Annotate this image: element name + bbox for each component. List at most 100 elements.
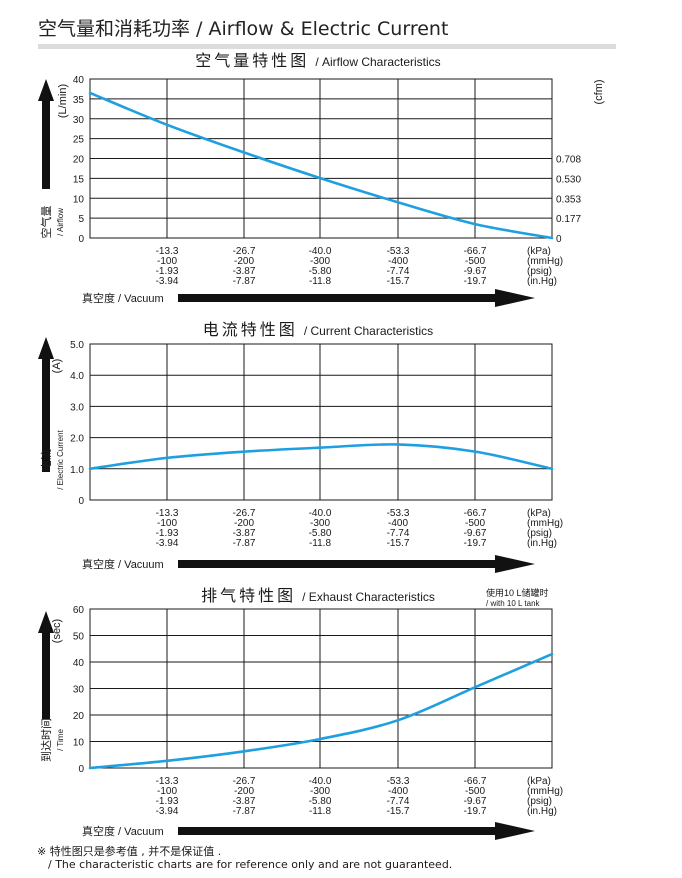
chart-2: 电流特性图 / Current Characteristics 5.0 4.0 3.0 2… — [38, 321, 563, 573]
x-tick-label: -15.7 — [387, 276, 410, 287]
x-tick-label: -13.3 — [156, 776, 179, 787]
x-tick-label: -500 — [465, 256, 485, 267]
y-label-en: / Time — [56, 729, 65, 751]
x-axis-arrow — [178, 822, 535, 840]
series-line — [88, 443, 554, 471]
x-tick-label: -7.74 — [387, 796, 410, 807]
x-tick-label: -40.0 — [309, 246, 332, 257]
plot-frame — [89, 608, 553, 769]
page-title: 空气量和消耗功率 / Airflow & Electric Current — [38, 18, 449, 40]
y-axis-arrow — [38, 79, 54, 189]
x-tick-label: -400 — [388, 786, 408, 797]
y-tick-label: 0 — [78, 496, 84, 507]
y-axis-arrow — [38, 611, 54, 719]
x-tick-label: -5.80 — [309, 266, 332, 277]
x-tick-label: -9.67 — [464, 266, 487, 277]
chart-title: 电流特性图 / Current Characteristics — [203, 321, 433, 339]
y2-tick-label: 0.708 — [556, 154, 581, 165]
x-tick-label: -500 — [465, 518, 485, 529]
y-label-cn: 电流 — [39, 449, 53, 471]
y-tick-label: 0 — [78, 764, 84, 775]
chart-note-en: / with 10 L tank — [486, 599, 541, 608]
y2-tick-label: 0 — [556, 234, 562, 245]
x-tick-label: -7.74 — [387, 266, 410, 277]
x-unit-label: (kPa) — [527, 776, 551, 787]
x-tick-label: -26.7 — [233, 508, 256, 519]
x-unit-label: (kPa) — [527, 246, 551, 257]
x-tick-label: -9.67 — [464, 528, 487, 539]
x-tick-label: -53.3 — [387, 246, 410, 257]
x-tick-label: -26.7 — [233, 776, 256, 787]
y-tick-label: 40 — [73, 658, 85, 669]
y-tick-label: 50 — [73, 632, 85, 643]
plot-frame — [89, 343, 553, 501]
x-axis-arrow — [178, 555, 535, 573]
x-tick-label: -100 — [157, 256, 177, 267]
chart-3: 排气特性图 / Exhaust Characteristics 使用10 L储罐时/… — [38, 587, 563, 840]
x-tick-label: -66.7 — [464, 246, 487, 257]
x-tick-label: -13.3 — [156, 508, 179, 519]
x-axis-label: 真空度 / Vacuum — [82, 557, 164, 571]
y-tick-label: 3.0 — [70, 402, 84, 413]
y-tick-label: 40 — [73, 75, 85, 86]
x-tick-label: -11.8 — [309, 806, 331, 817]
x-tick-label: -5.80 — [309, 528, 332, 539]
y-tick-label: 10 — [73, 738, 85, 749]
x-tick-label: -3.94 — [156, 276, 179, 287]
series-line — [88, 652, 554, 770]
y-tick-label: 30 — [73, 685, 85, 696]
x-tick-label: -200 — [234, 786, 254, 797]
chart-note-cn: 使用10 L储罐时 — [486, 587, 549, 598]
y-label-cn: 到达时间 — [40, 718, 53, 762]
x-tick-label: -40.0 — [309, 508, 332, 519]
chart-1: 空气量特性图 / Airflow Characteristics 40 35 30 25 2… — [38, 52, 605, 307]
x-tick-label: -11.8 — [309, 538, 331, 549]
y2-unit-label: (cfm) — [593, 79, 605, 104]
x-unit-label: (kPa) — [527, 508, 551, 519]
y2-tick-label: 0.177 — [556, 214, 581, 225]
x-tick-label: -19.7 — [464, 538, 487, 549]
x-unit-label: (in.Hg) — [527, 276, 557, 287]
x-tick-label: -500 — [465, 786, 485, 797]
plot-frame — [89, 78, 553, 239]
x-tick-label: -66.7 — [464, 508, 487, 519]
x-tick-label: -40.0 — [309, 776, 332, 787]
x-tick-label: -53.3 — [387, 776, 410, 787]
x-tick-label: -400 — [388, 256, 408, 267]
y-tick-label: 5.0 — [70, 340, 84, 351]
chart-title-cn: 空气量特性图 — [195, 52, 309, 70]
x-tick-label: -3.87 — [233, 796, 256, 807]
y-tick-label: 1.0 — [70, 465, 84, 476]
x-unit-label: (mmHg) — [527, 518, 563, 529]
chart-title: 排气特性图 / Exhaust Characteristics — [201, 587, 435, 605]
x-tick-label: -100 — [157, 786, 177, 797]
y-tick-label: 0 — [78, 234, 84, 245]
y-tick-label: 60 — [73, 605, 85, 616]
x-tick-label: -13.3 — [156, 246, 179, 257]
x-tick-label: -7.87 — [233, 806, 256, 817]
y-label-cn: 空气量 — [39, 206, 53, 239]
y-tick-label: 10 — [73, 194, 85, 205]
y-tick-label: 20 — [73, 711, 85, 722]
x-unit-label: (psig) — [527, 796, 552, 807]
y-unit-label: (A) — [51, 359, 63, 374]
x-unit-label: (in.Hg) — [527, 538, 557, 549]
x-tick-label: -19.7 — [464, 276, 487, 287]
x-tick-label: -9.67 — [464, 796, 487, 807]
x-tick-label: -400 — [388, 518, 408, 529]
chart-title-en: / Airflow Characteristics — [315, 55, 440, 69]
chart-title: 空气量特性图 / Airflow Characteristics — [195, 52, 440, 70]
x-tick-label: -1.93 — [156, 266, 179, 277]
x-tick-label: -200 — [234, 256, 254, 267]
chart-title-cn: 排气特性图 — [201, 587, 296, 605]
x-tick-label: -3.87 — [233, 528, 256, 539]
x-axis-label: 真空度 / Vacuum — [82, 824, 164, 838]
x-tick-label: -3.94 — [156, 806, 179, 817]
x-tick-label: -7.87 — [233, 538, 256, 549]
x-tick-label: -7.74 — [387, 528, 410, 539]
x-tick-label: -26.7 — [233, 246, 256, 257]
y-tick-label: 4.0 — [70, 371, 84, 382]
y2-tick-label: 0.530 — [556, 174, 581, 185]
y-label-en: / Electric Current — [56, 429, 65, 489]
